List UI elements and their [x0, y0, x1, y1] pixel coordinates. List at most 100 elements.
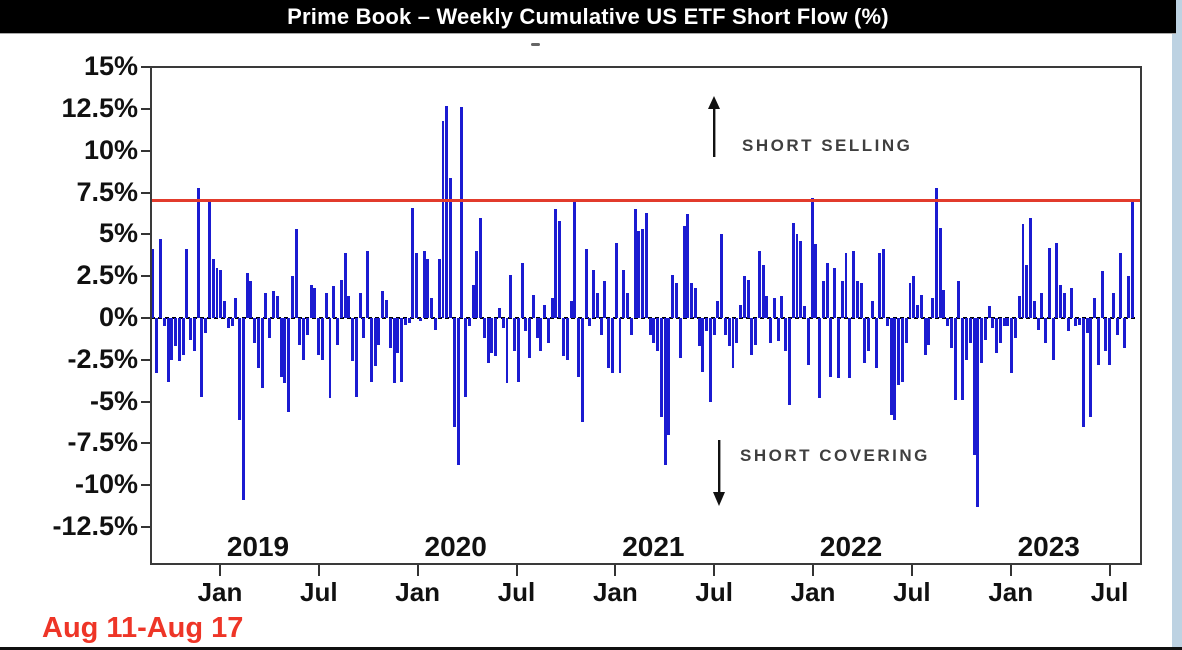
bar [332, 286, 336, 318]
bar [433, 318, 437, 330]
y-axis-tick-label: 15% [83, 51, 138, 82]
y-axis-tick [141, 191, 150, 194]
bar [245, 272, 249, 318]
bar [1130, 200, 1134, 318]
bar [219, 269, 223, 318]
bar [381, 291, 385, 318]
bar [705, 318, 709, 332]
bar [588, 318, 592, 327]
bar [558, 221, 562, 318]
bar [1006, 318, 1010, 327]
bar [498, 307, 501, 318]
bar [976, 318, 980, 507]
bar [320, 318, 324, 360]
bar [991, 318, 995, 329]
bar [441, 120, 445, 318]
bar [490, 318, 494, 354]
bar [731, 318, 735, 369]
bar [509, 274, 513, 318]
bar [528, 318, 532, 359]
bar [1104, 318, 1108, 352]
bar [170, 318, 174, 360]
bar [166, 318, 170, 382]
bar [573, 200, 577, 318]
bar [795, 234, 799, 318]
y-axis-tick [141, 526, 150, 528]
bar [878, 252, 882, 318]
bar [584, 249, 588, 318]
y-axis-tick-label: -7.5% [67, 427, 138, 458]
bar [305, 318, 309, 335]
bar [874, 318, 878, 369]
y-axis-tick-label: 10% [83, 134, 138, 165]
x-axis-tick [812, 565, 815, 576]
bar [418, 318, 422, 322]
bar [565, 318, 569, 360]
bar [769, 318, 773, 344]
bar [772, 297, 776, 318]
bar [1111, 292, 1115, 318]
bar [1085, 318, 1089, 334]
zero-baseline [151, 317, 1135, 319]
bar [656, 318, 660, 352]
y-axis-tick-label: 5% [98, 218, 138, 249]
bar [919, 294, 923, 318]
bar [546, 318, 550, 344]
bar [1070, 287, 1074, 318]
bar [1044, 318, 1048, 344]
bar [607, 318, 611, 369]
bar [806, 318, 810, 365]
bar [1100, 271, 1104, 318]
year-label: 2023 [1017, 531, 1080, 562]
bar [445, 105, 449, 318]
x-axis-tick [317, 565, 320, 576]
bar [859, 282, 863, 318]
bar [1074, 318, 1078, 327]
bar [972, 318, 976, 456]
bar [667, 318, 671, 436]
bar [1089, 318, 1093, 417]
y-axis-tick [141, 442, 150, 445]
bar [848, 318, 852, 379]
bar [456, 318, 460, 466]
bar [693, 287, 697, 318]
bar [663, 318, 667, 466]
bar [294, 229, 298, 318]
bar [885, 318, 889, 327]
bar [475, 251, 479, 318]
bar [953, 318, 957, 400]
bar [437, 259, 441, 318]
bar [1025, 264, 1029, 318]
bar [852, 251, 855, 318]
bar [923, 318, 927, 355]
bar [189, 318, 193, 340]
bar [618, 318, 622, 374]
bar [1029, 217, 1032, 318]
bar [302, 318, 306, 360]
x-axis-tick [416, 565, 419, 576]
bar [452, 318, 456, 427]
bar [422, 251, 426, 318]
chart-title-bar: Prime Book – Weekly Cumulative US ETF Sh… [0, 0, 1176, 33]
bar [1093, 297, 1097, 318]
y-axis-tick [141, 400, 150, 403]
bar [893, 318, 897, 420]
x-axis-tick-label: Jul [1090, 577, 1129, 607]
bar [347, 296, 351, 318]
bar [1013, 318, 1017, 339]
bar [1040, 292, 1044, 318]
bar [754, 318, 758, 345]
bar [249, 281, 253, 318]
bar [400, 318, 404, 382]
bar [535, 318, 539, 339]
bar [501, 318, 505, 329]
bar [159, 239, 162, 318]
bar [482, 318, 486, 339]
bar [354, 318, 358, 397]
bar [637, 231, 641, 318]
bar [1002, 318, 1006, 327]
bar [788, 318, 791, 405]
y-axis-tick [141, 275, 150, 278]
y-axis-tick-label: 0% [98, 302, 138, 332]
bar [298, 318, 302, 345]
